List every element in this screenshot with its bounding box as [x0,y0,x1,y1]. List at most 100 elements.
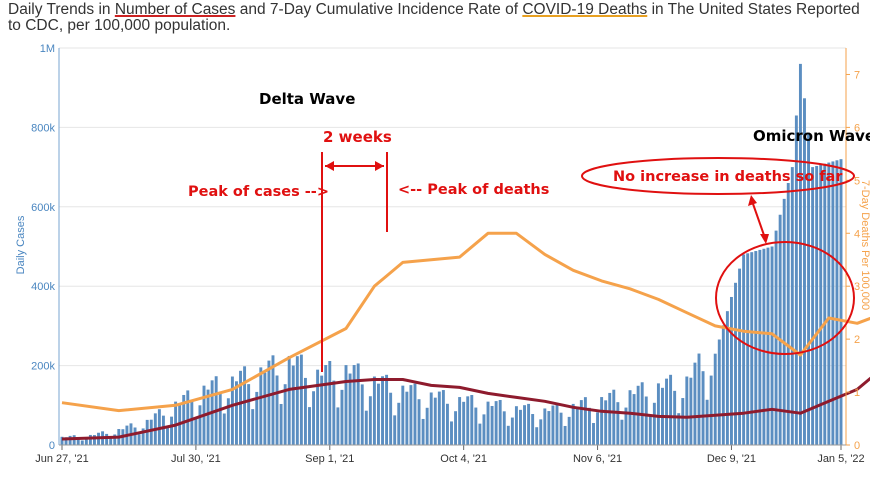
case-bar [669,374,673,445]
case-bar [583,397,587,445]
case-bar [798,63,802,445]
case-bar [92,435,96,445]
y-tick-label: 800k [31,122,55,134]
case-bar [68,435,72,445]
y2-tick-label: 6 [854,122,860,134]
case-bar [259,367,263,445]
case-bar [689,377,693,445]
case-bar [811,167,815,445]
case-bar [729,296,733,445]
case-bar [738,268,742,445]
case-bar [133,427,137,445]
case-bar [105,433,109,445]
case-bar [295,356,299,445]
case-bar [782,198,786,445]
y-tick-label: 0 [49,440,55,452]
case-bar [628,390,632,445]
y-tick-label: 600k [31,202,55,214]
case-bar [230,376,234,445]
case-bar [166,426,169,445]
axes-layer: 0 200k 400k 600k 800k 1M 0 1 2 3 4 5 6 7 Jun 27, '21 Ju… [31,43,865,465]
case-bar [239,370,242,445]
case-bar [190,401,194,445]
case-bar [563,425,567,445]
case-bar [474,407,478,445]
annot-two-weeks: 2 weeks [323,128,392,146]
case-bar [60,436,64,445]
case-bar [332,380,336,445]
case-bar [535,427,539,445]
annot-omicron-wave: Omicron Wave [753,127,870,145]
case-bar [652,402,656,445]
case-bar [149,419,153,445]
case-bar [170,416,174,445]
case-bar [251,409,255,445]
case-bar [267,360,271,445]
callout-ellipse-text [581,157,855,195]
case-bar [600,397,604,445]
case-bar [579,400,583,445]
case-bar [807,132,811,445]
title-part-5: in The United States Reported to CDC, pe… [8,1,860,34]
case-bar [303,377,307,445]
case-bar [64,437,68,445]
case-bar [717,339,721,445]
case-bar [397,402,401,445]
x-tick-label: Sep 1, '21 [305,453,354,465]
two-weeks-arrowhead-left [325,161,334,171]
case-bar [527,403,531,445]
case-bar [790,167,794,445]
case-bar [616,402,620,445]
case-bar [693,362,697,445]
title-part-1: Daily Trends in [8,1,115,18]
y-tick-label: 400k [31,281,55,293]
case-bar [458,397,462,445]
case-bar [421,418,425,445]
case-bar [425,407,429,445]
title-part-4: COVID-19 Deaths [522,1,648,18]
chart-title: Daily Trends in Number of Cases and 7-Da… [8,2,868,34]
case-bar [786,182,790,446]
case-bar [543,408,547,445]
case-bar [620,419,624,445]
x-tick-label: Jan 5, '22 [817,453,864,465]
case-bar [141,428,145,445]
callout-ellipse-area [715,241,855,355]
y2-tick-label: 1 [854,387,860,399]
case-bar [506,425,510,445]
callout-arrow [751,200,766,239]
case-bar [137,434,141,445]
case-bar [372,376,376,445]
case-bar [758,249,762,445]
case-bar [194,418,198,445]
case-bar [713,353,717,445]
y2-axis-label: 7-Day Deaths Per 100,000 [859,180,870,310]
case-bar [186,390,190,445]
case-bar [604,400,608,445]
case-bar [72,435,76,445]
case-bar [697,353,701,445]
case-bar [364,410,368,445]
case-bar [466,396,470,445]
case-bar [709,375,713,445]
case-bar [685,376,689,445]
y2-tick-label: 7 [854,69,860,81]
case-bar [247,384,251,445]
case-bar [644,396,648,445]
annot-peak-deaths: <-- Peak of deaths [398,182,549,198]
case-bar [794,115,798,446]
case-bar [567,416,571,445]
case-bar [587,407,591,445]
case-bar [624,407,628,445]
case-bar [441,390,445,445]
case-bar [742,254,746,445]
case-bar [835,160,839,445]
case-bar [437,391,441,445]
case-bar [632,394,636,445]
case-bar [681,398,685,445]
case-bar [608,392,612,445]
case-bar [312,391,316,445]
case-bar [770,246,774,445]
case-bar [174,401,178,445]
cases-average-line [61,376,870,441]
